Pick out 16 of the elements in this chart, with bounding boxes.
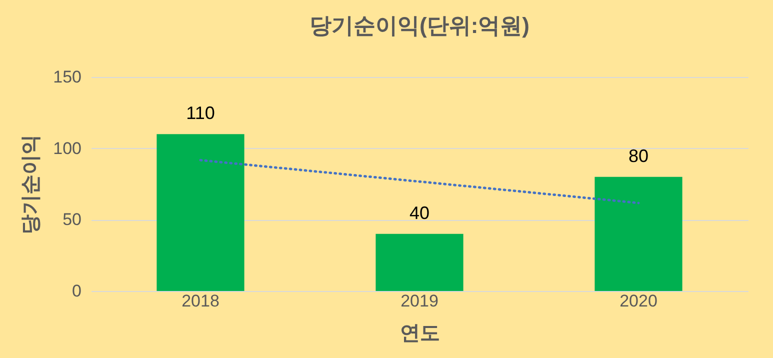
chart-title: 당기순이익(단위:억원)	[310, 13, 530, 38]
x-tick-label: 2020	[620, 292, 658, 310]
y-tick-label: 0	[72, 282, 82, 300]
data-label: 110	[186, 103, 215, 124]
data-label: 40	[409, 202, 430, 223]
bar	[156, 134, 244, 291]
x-tick-label: 2019	[400, 292, 438, 310]
y-tick-label: 100	[53, 138, 82, 158]
data-label: 80	[628, 146, 649, 166]
y-axis-title: 당기순이익	[20, 134, 42, 234]
bar	[376, 234, 464, 291]
bar	[594, 176, 682, 291]
y-tick-label: 50	[62, 210, 82, 230]
y-tick-label: 150	[53, 68, 82, 86]
x-axis-title: 연도	[400, 322, 440, 344]
x-tick-label: 2018	[182, 292, 220, 310]
